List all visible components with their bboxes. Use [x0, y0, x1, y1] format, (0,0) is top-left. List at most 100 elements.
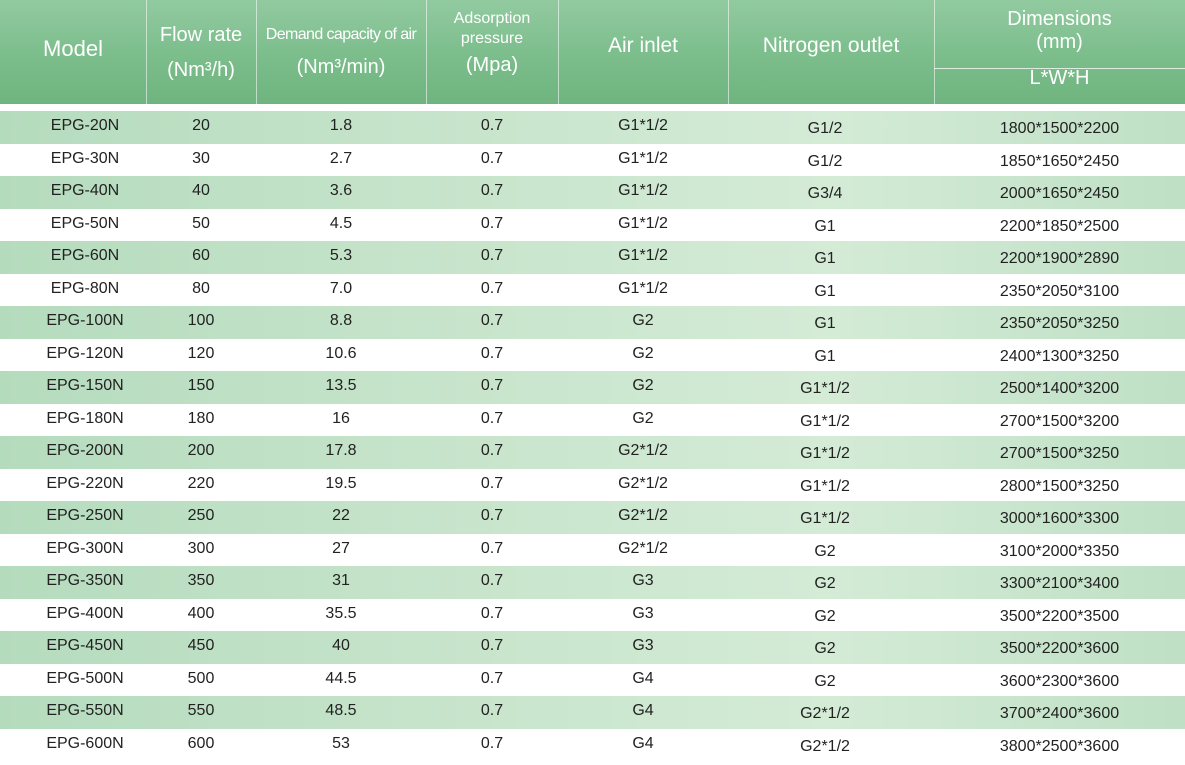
- cell-nitrogen-outlet: G1*1/2: [800, 412, 850, 430]
- cell-dimensions: 3100*2000*3350: [999, 542, 1120, 560]
- cell-adsorption-pressure: 0.7: [480, 377, 504, 394]
- cell-flow-rate: 350: [187, 572, 215, 589]
- cell-nitrogen-outlet: G1*1/2: [800, 477, 850, 495]
- cell-adsorption-pressure: 0.7: [480, 637, 504, 654]
- table-header: Model Flow rate (Nm³/h) Demand capacity …: [0, 0, 1185, 104]
- table-row: EPG-80N 80 7.0 0.7 G1*1/2 G1 2350*2050*3100: [0, 274, 1185, 307]
- cell-nitrogen-outlet: G1: [814, 315, 836, 332]
- cell-air-inlet: G2*1/2: [618, 442, 668, 459]
- cell-model: EPG-20N: [50, 117, 120, 134]
- cell-adsorption-pressure: 0.7: [480, 279, 504, 297]
- header-model: Model: [0, 0, 146, 104]
- cell-dimensions: 2350*2050*3250: [999, 315, 1120, 332]
- cell-adsorption-pressure: 0.7: [480, 149, 504, 167]
- cell-flow-rate: 60: [192, 247, 210, 264]
- cell-model: EPG-400N: [46, 604, 124, 622]
- header-demand-capacity: Demand capacity of air (Nm³/min): [256, 0, 426, 104]
- cell-dimensions: 2800*1500*3250: [999, 477, 1120, 495]
- cell-air-inlet: G4: [632, 702, 654, 719]
- cell-model: EPG-600N: [46, 734, 124, 752]
- cell-model: EPG-30N: [50, 149, 120, 167]
- cell-adsorption-pressure: 0.7: [480, 182, 504, 199]
- cell-demand-capacity: 4.5: [329, 214, 353, 232]
- header-model-label: Model: [43, 36, 103, 61]
- header-pressure-line2: pressure: [460, 30, 524, 47]
- header-dimensions-sub: L*W*H: [1029, 67, 1090, 89]
- table-row: EPG-350N 350 31 0.7 G3 G2 3300*2100*3400: [0, 566, 1185, 599]
- cell-dimensions: 3600*2300*3600: [999, 672, 1120, 690]
- cell-air-inlet: G3: [632, 604, 654, 622]
- cell-dimensions: 2500*1400*3200: [999, 380, 1120, 397]
- cell-demand-capacity: 10.6: [325, 344, 357, 362]
- header-air-inlet-label: Air inlet: [607, 34, 679, 57]
- cell-dimensions: 3800*2500*3600: [999, 737, 1120, 755]
- cell-flow-rate: 500: [187, 669, 215, 687]
- cell-model: EPG-50N: [50, 214, 120, 232]
- cell-adsorption-pressure: 0.7: [480, 572, 504, 589]
- cell-air-inlet: G3: [632, 637, 654, 654]
- cell-model: EPG-220N: [46, 474, 124, 492]
- cell-dimensions: 2700*1500*3200: [999, 412, 1120, 430]
- cell-model: EPG-80N: [50, 279, 120, 297]
- cell-adsorption-pressure: 0.7: [480, 507, 504, 524]
- cell-dimensions: 2400*1300*3250: [999, 347, 1120, 365]
- cell-dimensions: 3700*2400*3600: [999, 705, 1120, 722]
- cell-nitrogen-outlet: G2: [814, 575, 836, 592]
- cell-flow-rate: 600: [187, 734, 215, 752]
- cell-dimensions: 1850*1650*2450: [999, 152, 1120, 170]
- header-nitrogen-outlet: Nitrogen outlet: [728, 0, 934, 104]
- cell-nitrogen-outlet: G1*1/2: [800, 445, 850, 462]
- cell-air-inlet: G1*1/2: [618, 247, 668, 264]
- header-pressure-line1: Adsorption: [453, 10, 531, 27]
- table-row: EPG-100N 100 8.8 0.7 G2 G1 2350*2050*3250: [0, 306, 1185, 339]
- table-row: EPG-400N 400 35.5 0.7 G3 G2 3500*2200*3500: [0, 599, 1185, 632]
- cell-air-inlet: G2: [632, 377, 654, 394]
- cell-nitrogen-outlet: G1*1/2: [800, 380, 850, 397]
- cell-model: EPG-550N: [46, 702, 124, 719]
- table-row: EPG-30N 30 2.7 0.7 G1*1/2 G1/2 1850*1650*2450: [0, 144, 1185, 177]
- cell-model: EPG-180N: [46, 409, 124, 427]
- cell-dimensions: 2200*1900*2890: [999, 250, 1120, 267]
- cell-air-inlet: G2: [632, 344, 654, 362]
- cell-nitrogen-outlet: G1: [814, 217, 836, 235]
- cell-dimensions: 1800*1500*2200: [999, 120, 1120, 137]
- header-divider: [426, 0, 427, 104]
- cell-flow-rate: 550: [187, 702, 215, 719]
- cell-air-inlet: G2*1/2: [618, 507, 668, 524]
- cell-model: EPG-450N: [46, 637, 124, 654]
- table-row: EPG-180N 180 16 0.7 G2 G1*1/2 2700*1500*3200: [0, 404, 1185, 437]
- cell-air-inlet: G2: [632, 409, 654, 427]
- cell-dimensions: 2000*1650*2450: [999, 185, 1120, 202]
- cell-flow-rate: 400: [187, 604, 215, 622]
- cell-air-inlet: G1*1/2: [618, 149, 668, 167]
- cell-nitrogen-outlet: G1: [814, 250, 836, 267]
- cell-demand-capacity: 44.5: [325, 669, 357, 687]
- cell-nitrogen-outlet: G2: [814, 640, 836, 657]
- cell-demand-capacity: 40: [332, 637, 350, 654]
- header-demand-label: Demand capacity of air: [265, 26, 417, 43]
- table-row: EPG-550N 550 48.5 0.7 G4 G2*1/2 3700*2400*3600: [0, 696, 1185, 729]
- cell-adsorption-pressure: 0.7: [480, 702, 504, 719]
- table-row: EPG-200N 200 17.8 0.7 G2*1/2 G1*1/2 2700*1500*…: [0, 436, 1185, 469]
- cell-flow-rate: 180: [187, 409, 215, 427]
- cell-demand-capacity: 19.5: [325, 474, 357, 492]
- cell-nitrogen-outlet: G2: [814, 672, 836, 690]
- cell-flow-rate: 300: [187, 539, 215, 557]
- header-nitrogen-outlet-label: Nitrogen outlet: [762, 34, 900, 57]
- cell-adsorption-pressure: 0.7: [480, 214, 504, 232]
- cell-flow-rate: 30: [192, 149, 210, 167]
- cell-demand-capacity: 5.3: [329, 247, 353, 264]
- cell-flow-rate: 120: [187, 344, 215, 362]
- cell-dimensions: 2350*2050*3100: [999, 282, 1120, 300]
- cell-demand-capacity: 3.6: [329, 182, 353, 199]
- cell-air-inlet: G1*1/2: [618, 117, 668, 134]
- header-divider: [934, 0, 935, 104]
- header-divider: [146, 0, 147, 104]
- cell-adsorption-pressure: 0.7: [480, 247, 504, 264]
- cell-model: EPG-350N: [46, 572, 124, 589]
- cell-nitrogen-outlet: G1: [814, 347, 836, 365]
- cell-nitrogen-outlet: G2: [814, 607, 836, 625]
- header-dimensions-label: Dimensions: [1007, 8, 1112, 30]
- cell-air-inlet: G2: [632, 312, 654, 329]
